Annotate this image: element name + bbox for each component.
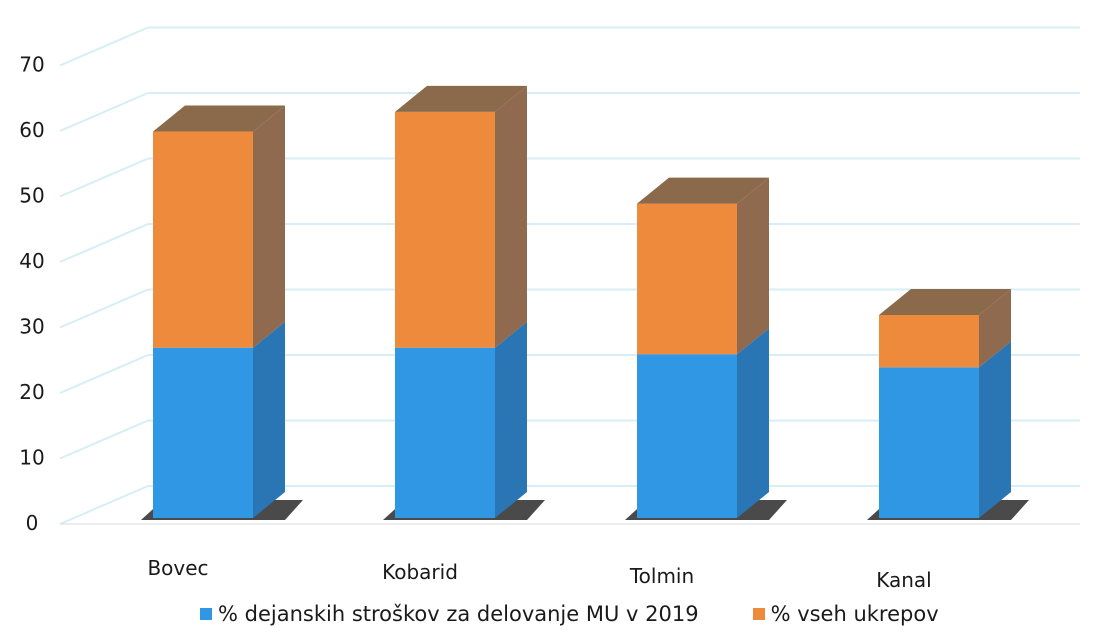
gridline-diagonal <box>59 26 149 67</box>
gridline-diagonal <box>59 288 149 329</box>
x-category-label: Bovec <box>147 556 208 580</box>
gridline-diagonal <box>59 354 149 394</box>
bar-top <box>879 288 1011 315</box>
y-tick-label: 10 <box>19 446 44 470</box>
y-axis-ticks: 0 10 20 30 40 50 60 70 <box>19 53 44 536</box>
gridline-diagonal <box>59 92 149 132</box>
gridlines <box>59 26 1080 525</box>
bar-segment-series-1 <box>879 367 979 518</box>
y-tick-label: 50 <box>19 184 44 208</box>
y-tick-label: 0 <box>26 511 39 535</box>
bar-segment-series-2 <box>153 131 253 348</box>
bar-segment-series-2 <box>395 111 495 348</box>
legend-label-series-2: % vseh ukrepov <box>770 602 939 626</box>
bar-segment-series-2 <box>637 203 737 355</box>
bar-side-series-1 <box>737 328 769 518</box>
bar-segment-series-1 <box>395 347 495 518</box>
bar-top <box>395 85 527 112</box>
bar-chart: 0 10 20 30 40 50 60 70 Bovec Kobarid Tolmin Kanal <box>19 26 1080 592</box>
bar-side-series-2 <box>979 288 1011 368</box>
y-tick-label: 30 <box>19 315 44 339</box>
bar-segment-series-1 <box>637 354 737 518</box>
y-tick-label: 40 <box>19 249 44 273</box>
bar-side-series-1 <box>495 321 527 518</box>
bar-side-series-2 <box>495 85 527 348</box>
legend-swatch-series-1 <box>200 608 212 620</box>
bar-side-series-1 <box>253 321 285 518</box>
legend-item-series-1: % dejanskih stroškov za delovanje MU v 2… <box>200 602 699 626</box>
y-tick-label: 20 <box>19 380 44 404</box>
legend-label-series-1: % dejanskih stroškov za delovanje MU v 2… <box>218 602 699 626</box>
legend-item-series-2: % vseh ukrepov <box>752 602 939 626</box>
x-axis-categories: Bovec Kobarid Tolmin Kanal <box>147 556 931 592</box>
gridline-diagonal <box>59 223 149 263</box>
bar-side-series-2 <box>737 177 769 355</box>
bar-top <box>637 177 769 204</box>
bar-segment-series-2 <box>879 314 979 368</box>
gridline-diagonal <box>59 157 149 198</box>
y-tick-label: 70 <box>19 53 44 77</box>
x-category-label: Kanal <box>876 568 932 592</box>
x-category-label: Tolmin <box>629 564 694 588</box>
bar-top <box>153 105 285 132</box>
x-category-label: Kobarid <box>382 560 458 584</box>
gridline-diagonal <box>59 419 149 460</box>
bar-side-series-1 <box>979 341 1011 518</box>
y-tick-label: 60 <box>19 118 44 142</box>
bars <box>141 85 1029 520</box>
bar-side-series-2 <box>253 105 285 348</box>
legend-swatch-series-2 <box>752 608 765 620</box>
gridline-diagonal <box>59 485 149 525</box>
legend: % dejanskih stroškov za delovanje MU v 2… <box>200 602 939 626</box>
bar-segment-series-1 <box>153 347 253 518</box>
